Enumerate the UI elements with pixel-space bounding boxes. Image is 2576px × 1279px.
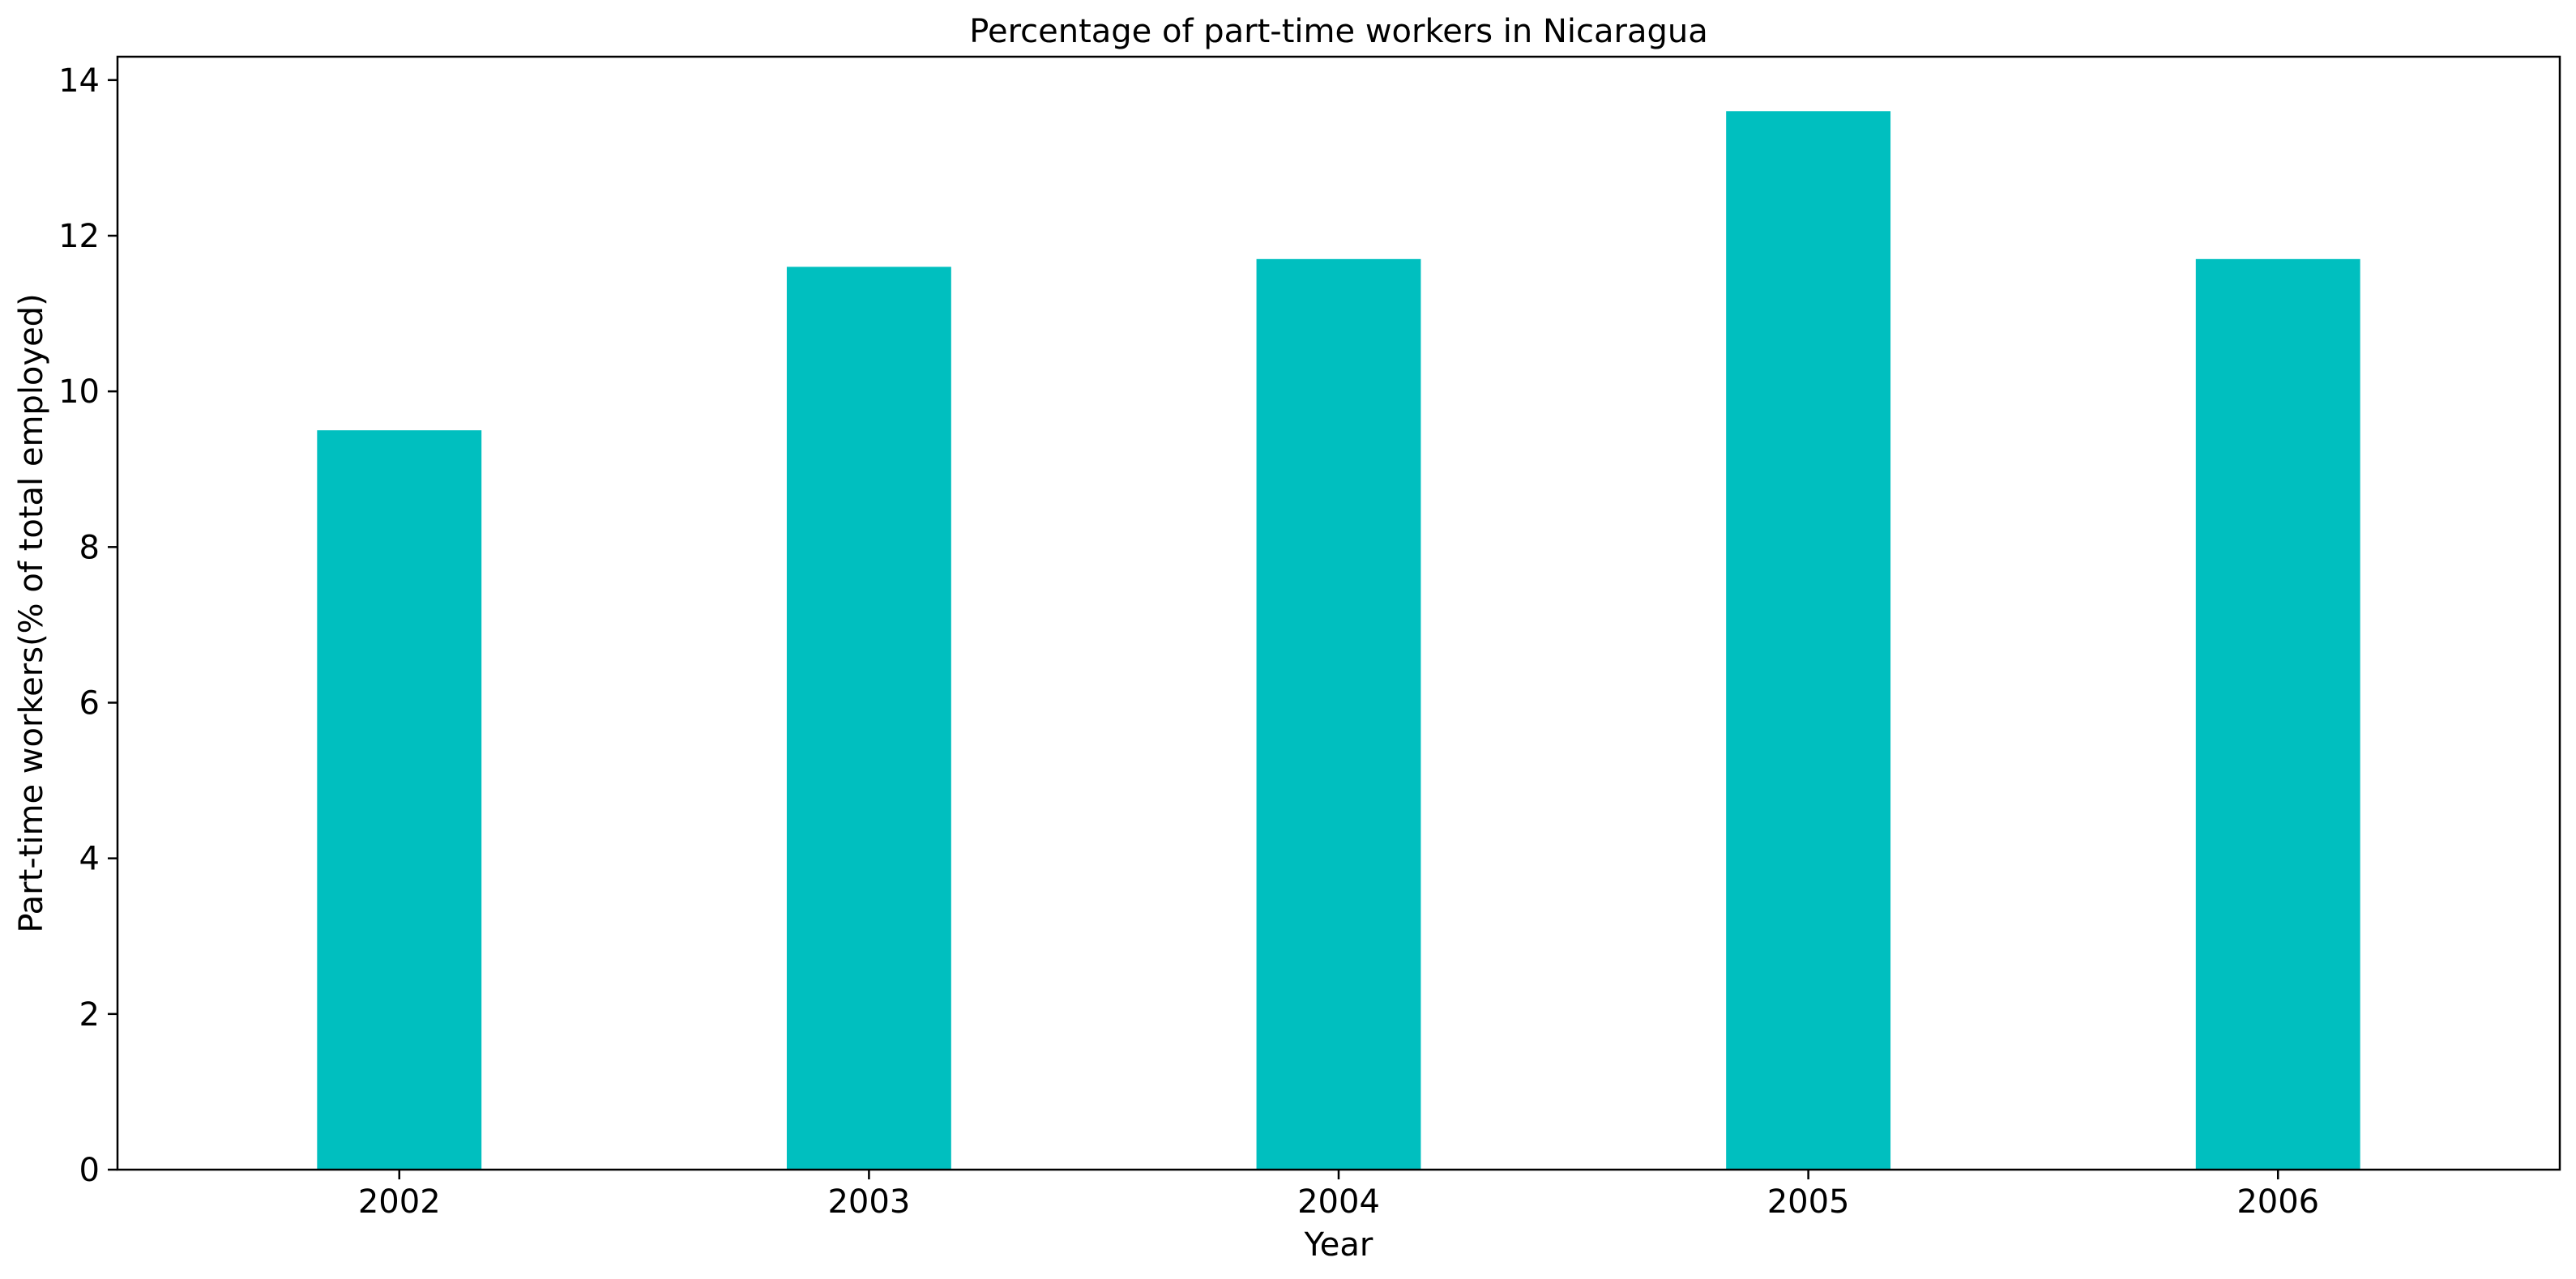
x-tick-label: 2005 <box>1767 1183 1850 1221</box>
bar-2005 <box>1726 111 1891 1170</box>
chart-title: Percentage of part-time workers in Nicar… <box>969 13 1707 50</box>
y-tick-label: 14 <box>58 62 100 100</box>
y-tick-label: 2 <box>79 996 100 1034</box>
bar-2003 <box>786 266 951 1170</box>
bar-2002 <box>317 430 482 1170</box>
x-axis-label: Year <box>1304 1226 1373 1264</box>
y-tick-label: 12 <box>58 218 100 255</box>
x-tick-label: 2002 <box>358 1183 441 1221</box>
y-tick-label: 6 <box>79 684 100 722</box>
y-tick-label: 8 <box>79 529 100 566</box>
y-axis-label: Part-time workers(% of total employed) <box>13 293 50 932</box>
plot-frame <box>116 55 2561 1171</box>
x-tick-label: 2006 <box>2236 1183 2319 1221</box>
x-tick-label: 2004 <box>1297 1183 1380 1221</box>
y-tick-label: 0 <box>79 1152 100 1189</box>
y-axis-ticks: 0 2 4 6 8 10 12 14 <box>58 62 117 1189</box>
x-tick-label: 2003 <box>827 1183 910 1221</box>
y-tick-label: 4 <box>79 841 100 878</box>
x-axis-ticks: 2002 2003 2004 2005 2006 <box>358 1170 2319 1221</box>
bar-2006 <box>2195 258 2360 1170</box>
bars-group <box>317 111 2360 1170</box>
bar-2004 <box>1256 258 1421 1170</box>
y-tick-label: 10 <box>58 373 100 411</box>
